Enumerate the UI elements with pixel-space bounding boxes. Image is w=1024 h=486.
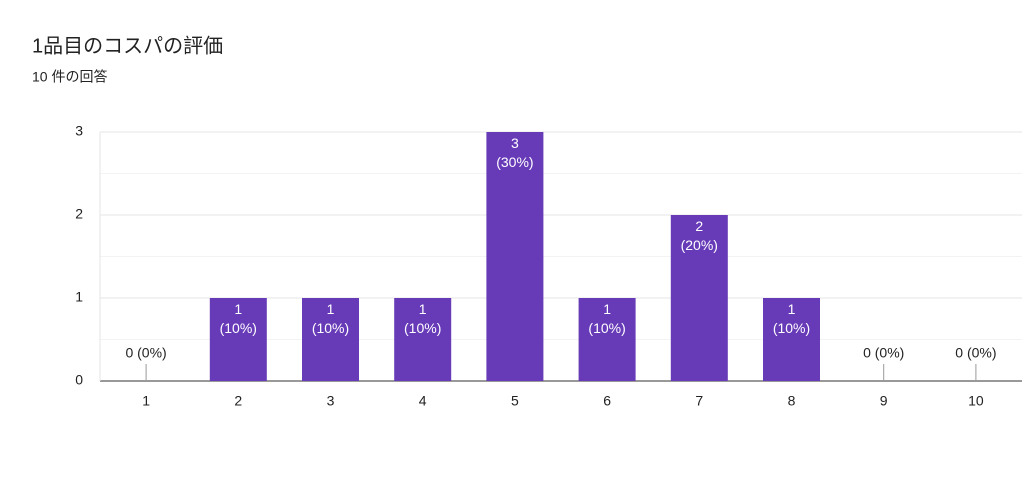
y-tick-label: 3 <box>75 123 83 139</box>
data-label: 2 (20%) <box>681 218 718 253</box>
x-tick-label: 6 <box>603 393 611 409</box>
bar <box>670 215 728 381</box>
data-label: 1 (10%) <box>588 301 625 336</box>
x-tick-label: 1 <box>142 393 150 409</box>
data-label: 1 (10%) <box>773 301 810 336</box>
bar <box>486 132 544 381</box>
data-label: 3 (30%) <box>496 135 533 170</box>
data-label: 0 (0%) <box>125 345 166 361</box>
y-tick-label: 0 <box>75 372 83 388</box>
chart-title: 1品目のコスパの評価 <box>32 34 223 57</box>
x-tick-label: 7 <box>695 393 703 409</box>
x-tick-label: 4 <box>419 393 427 409</box>
data-label: 1 (10%) <box>220 301 257 336</box>
x-tick-label: 5 <box>511 393 519 409</box>
x-tick-label: 9 <box>880 393 888 409</box>
bar <box>763 298 820 381</box>
data-label: 1 (10%) <box>404 301 441 336</box>
y-tick-label: 2 <box>75 206 83 222</box>
chart-subtitle: 10 件の回答 <box>32 69 107 85</box>
x-tick-label: 10 <box>968 393 984 409</box>
bar <box>302 298 359 381</box>
y-tick-label: 1 <box>75 289 83 305</box>
data-label: 0 (0%) <box>955 345 996 361</box>
x-tick-label: 3 <box>327 393 335 409</box>
x-tick-label: 2 <box>234 393 242 409</box>
bar <box>209 298 267 381</box>
data-label: 0 (0%) <box>863 345 904 361</box>
bar <box>394 298 452 381</box>
data-label: 1 (10%) <box>312 301 349 336</box>
bar <box>578 298 636 381</box>
x-tick-label: 8 <box>788 393 796 409</box>
